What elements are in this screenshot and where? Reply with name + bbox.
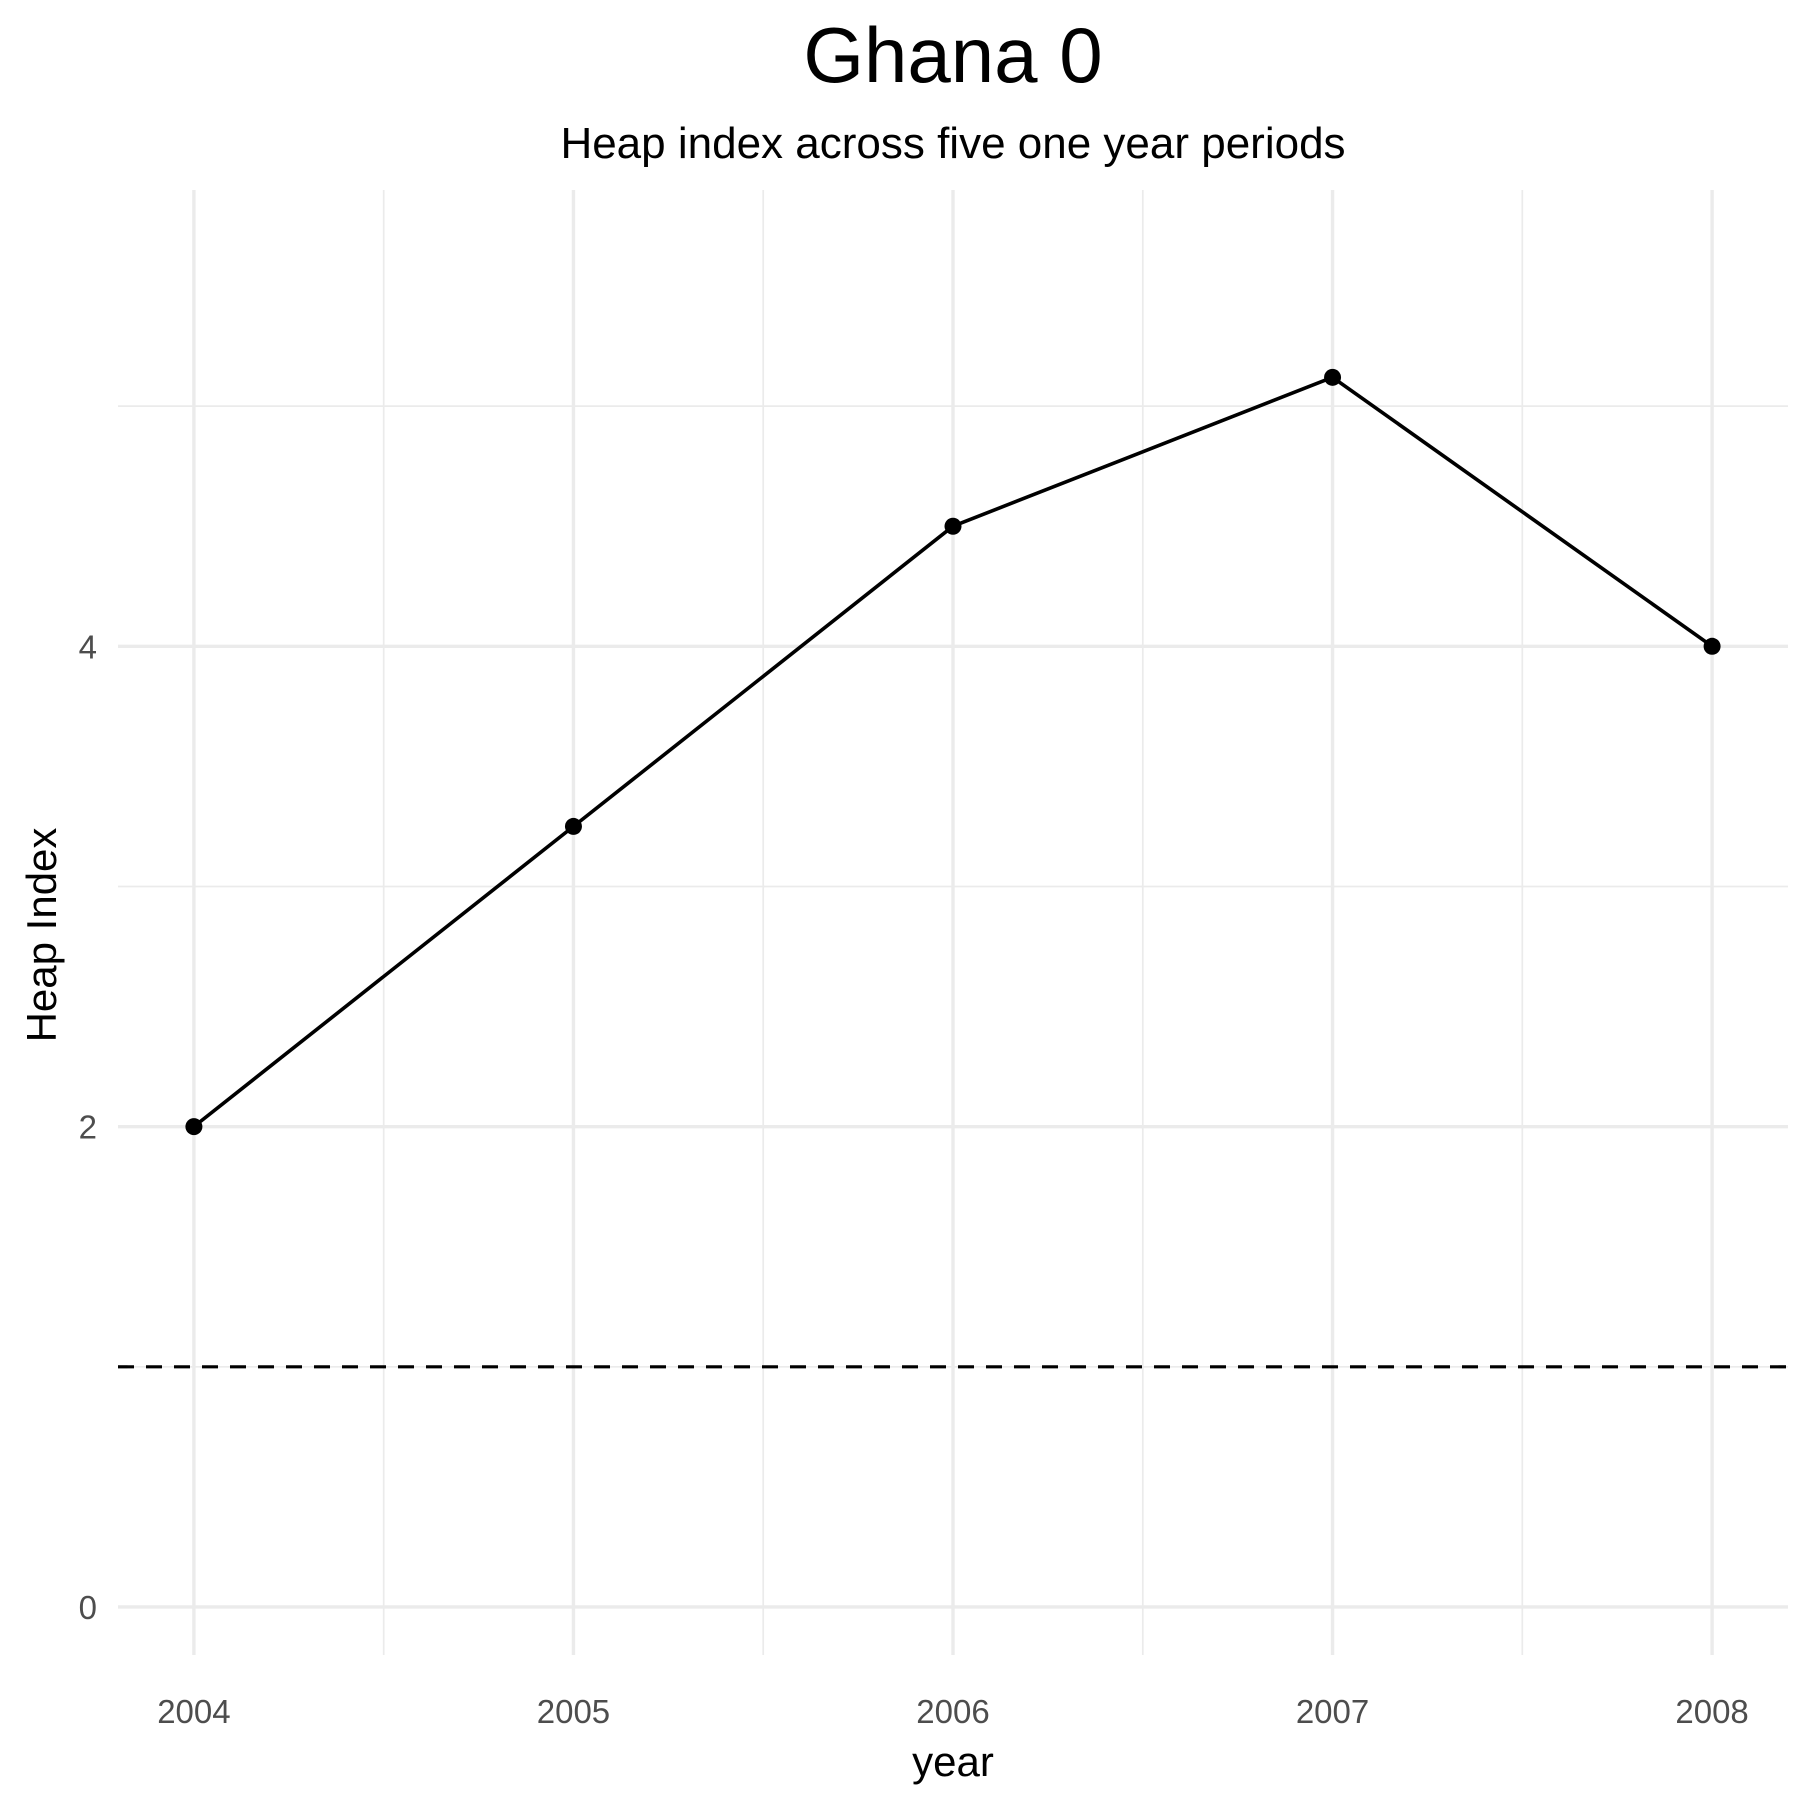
- data-point: [185, 1118, 203, 1136]
- series-layer: [185, 368, 1721, 1136]
- y-tick-label: 0: [79, 1589, 97, 1626]
- x-axis-label: year: [912, 1738, 994, 1785]
- data-point: [564, 817, 582, 835]
- grid: [118, 190, 1788, 1655]
- x-tick-label: 2005: [537, 1693, 610, 1730]
- x-tick-label: 2006: [916, 1693, 989, 1730]
- axis-labels: 2004 2005 2006 2007 2008 0 2 4: [79, 628, 1749, 1730]
- y-axis-label: Heap Index: [18, 828, 65, 1043]
- data-point: [1324, 368, 1342, 386]
- y-tick-label: 4: [79, 628, 97, 665]
- chart-subtitle: Heap index across five one year periods: [560, 119, 1345, 168]
- data-point: [1703, 637, 1721, 655]
- chart-title: Ghana 0: [803, 11, 1102, 99]
- x-tick-label: 2007: [1296, 1693, 1369, 1730]
- x-tick-label: 2004: [157, 1693, 230, 1730]
- data-point: [944, 517, 962, 535]
- x-tick-label: 2008: [1675, 1693, 1748, 1730]
- y-tick-label: 2: [79, 1109, 97, 1146]
